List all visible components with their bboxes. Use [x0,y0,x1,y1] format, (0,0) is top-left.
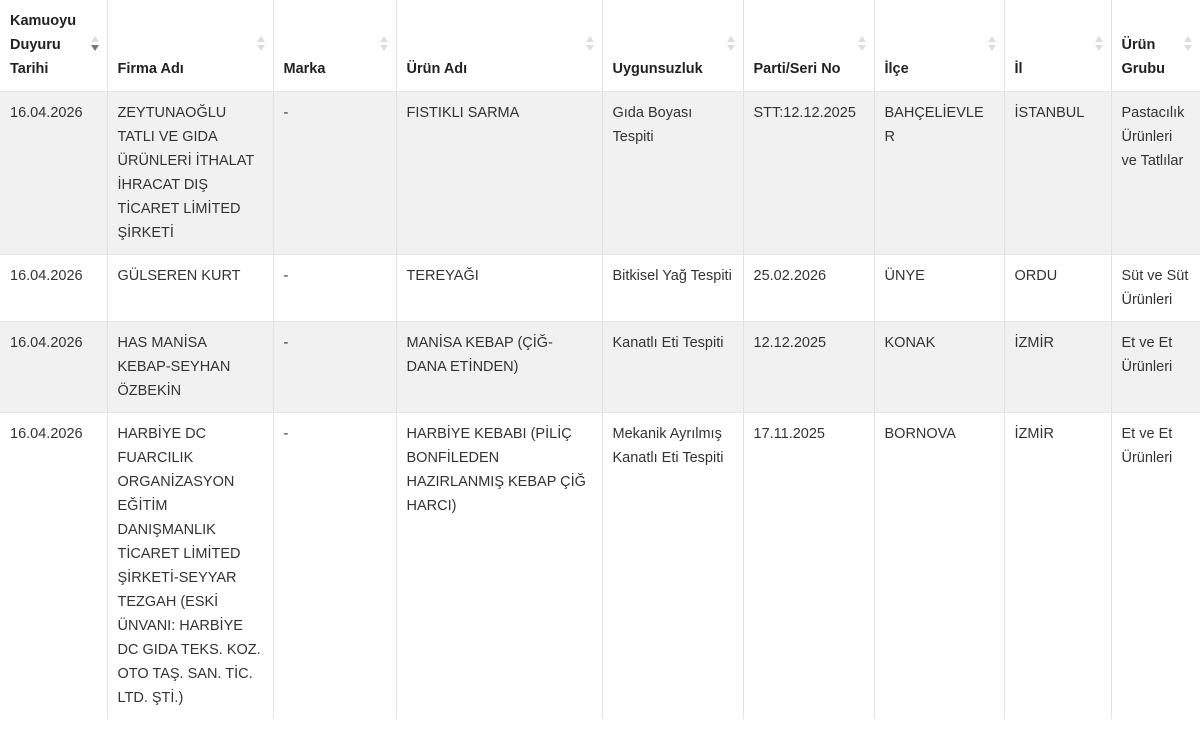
table-row: 16.04.2026 GÜLSEREN KURT - TEREYAĞI Bitkisel… [0,254,1200,322]
table-row: 16.04.2026 ZEYTUNAOĞLU TATLI VE GIDA ÜRÜN… [0,91,1200,255]
cell-company: GÜLSEREN KURT [106,254,274,322]
column-header-label: Ürün Grubu [1121,37,1166,77]
cell-date: 16.04.2026 [0,254,108,322]
cell-brand: - [272,91,397,255]
cell-product: FISTIKLI SARMA [395,91,603,255]
cell-nonconformity: Kanatlı Eti Tespiti [601,321,744,413]
column-header-label: Kamuoyu Duyuru Tarihi [10,13,77,77]
column-header-product[interactable]: Ürün Adı [395,0,603,92]
cell-batch: STT:12.12.2025 [742,91,875,255]
sort-icon[interactable] [585,36,594,54]
cell-nonconformity: Gıda Boyası Tespiti [601,91,744,255]
cell-province: İZMİR [1003,412,1112,719]
column-header-batch[interactable]: Parti/Seri No [742,0,875,92]
cell-product: HARBİYE KEBABI (PİLİÇ BONFİLEDEN HAZIRLA… [395,412,603,719]
cell-batch: 25.02.2026 [742,254,875,322]
cell-product-group: Et ve Et Ürünleri [1110,412,1200,719]
cell-date: 16.04.2026 [0,412,108,719]
sort-icon[interactable] [90,36,99,54]
cell-brand: - [272,412,397,719]
cell-province: İSTANBUL [1003,91,1112,255]
header-row: Kamuoyu Duyuru Tarihi Firma Adı Marka Ürün … [0,0,1200,92]
cell-product: MANİSA KEBAP (ÇİĞ-DANA ETİNDEN) [395,321,603,413]
cell-product-group: Pastacılık Ürünleri ve Tatlılar [1110,91,1200,255]
column-header-label: Marka [283,61,326,77]
column-header-label: İlçe [884,61,909,77]
cell-product-group: Et ve Et Ürünleri [1110,321,1200,413]
column-header-company[interactable]: Firma Adı [106,0,274,92]
column-header-brand[interactable]: Marka [272,0,397,92]
cell-company: HARBİYE DC FUARCILIK ORGANİZASYON EĞİTİM… [106,412,274,719]
sort-icon[interactable] [857,36,866,54]
cell-district: BORNOVA [873,412,1005,719]
sort-icon[interactable] [1183,36,1192,54]
cell-date: 16.04.2026 [0,321,108,413]
cell-district: KONAK [873,321,1005,413]
column-header-label: Parti/Seri No [753,61,841,77]
cell-product: TEREYAĞI [395,254,603,322]
column-header-nonconformity[interactable]: Uygunsuzluk [601,0,744,92]
table-row: 16.04.2026 HARBİYE DC FUARCILIK ORGANİZAS… [0,412,1200,719]
column-header-province[interactable]: İl [1003,0,1112,92]
cell-province: ORDU [1003,254,1112,322]
cell-brand: - [272,321,397,413]
sort-icon[interactable] [256,36,265,54]
column-header-date[interactable]: Kamuoyu Duyuru Tarihi [0,0,108,92]
sort-icon[interactable] [726,36,735,54]
cell-batch: 17.11.2025 [742,412,875,719]
cell-batch: 12.12.2025 [742,321,875,413]
sort-icon[interactable] [379,36,388,54]
sort-icon[interactable] [1094,36,1103,54]
cell-brand: - [272,254,397,322]
cell-nonconformity: Mekanik Ayrılmış Kanatlı Eti Tespiti [601,412,744,719]
cell-company: HAS MANİSA KEBAP-SEYHAN ÖZBEKİN [106,321,274,413]
cell-district: BAHÇELİEVLER [873,91,1005,255]
column-header-label: Firma Adı [117,61,184,77]
column-header-label: Uygunsuzluk [612,61,703,77]
column-header-product-group[interactable]: Ürün Grubu [1110,0,1200,92]
cell-district: ÜNYE [873,254,1005,322]
recall-table: Kamuoyu Duyuru Tarihi Firma Adı Marka Ürün … [0,0,1200,719]
cell-company: ZEYTUNAOĞLU TATLI VE GIDA ÜRÜNLERİ İTHAL… [106,91,274,255]
column-header-label: İl [1014,61,1023,77]
column-header-district[interactable]: İlçe [873,0,1005,92]
table-row: 16.04.2026 HAS MANİSA KEBAP-SEYHAN ÖZBEKİ… [0,321,1200,413]
cell-date: 16.04.2026 [0,91,108,255]
column-header-label: Ürün Adı [406,61,468,77]
cell-province: İZMİR [1003,321,1112,413]
cell-nonconformity: Bitkisel Yağ Tespiti [601,254,744,322]
cell-product-group: Süt ve Süt Ürünleri [1110,254,1200,322]
sort-icon[interactable] [987,36,996,54]
